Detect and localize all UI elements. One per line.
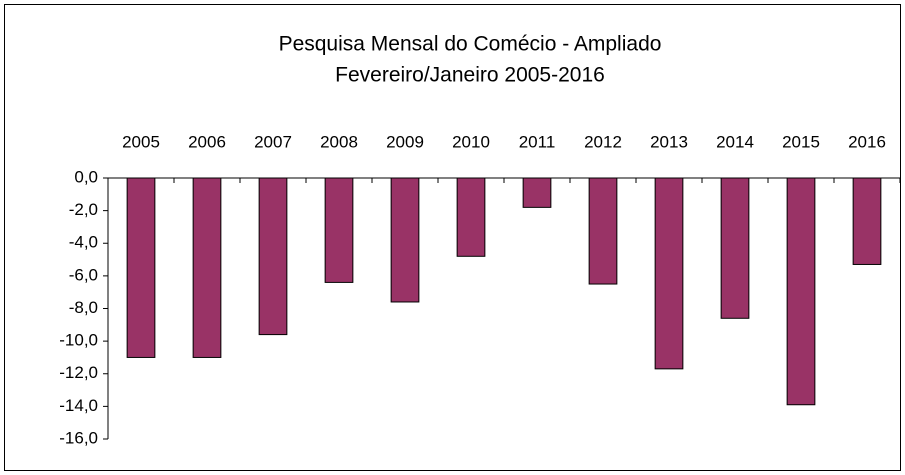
y-tick-label: -2,0 [69,200,98,219]
bar [390,177,420,303]
x-tick-label: 2016 [848,132,886,151]
x-tick-label: 2009 [386,132,424,151]
y-tick-label: -10,0 [59,331,98,350]
x-tick-label: 2012 [584,132,622,151]
x-tick-label: 2007 [254,132,292,151]
y-tick-label: -12,0 [59,363,98,382]
bar [324,177,354,283]
bar [258,177,288,336]
bar [126,177,156,358]
y-tick-label: 0,0 [74,167,98,186]
bar [588,177,618,285]
chart-subtitle: Fevereiro/Janeiro 2005-2016 [335,64,605,87]
bar [852,177,882,265]
bar [654,177,684,370]
x-tick-label: 2006 [188,132,226,151]
x-tick-label: 2014 [716,132,754,151]
bar [786,177,816,406]
x-tick-label: 2010 [452,132,490,151]
x-tick-label: 2008 [320,132,358,151]
bar [456,177,486,257]
y-tick-label: -8,0 [69,298,98,317]
bar [720,177,750,319]
x-tick-label: 2013 [650,132,688,151]
y-tick-label: -16,0 [59,428,98,447]
bar [522,177,552,208]
x-tick-label: 2005 [122,132,160,151]
y-tick-label: -4,0 [69,233,98,252]
y-tick-label: -6,0 [69,265,98,284]
x-tick-label: 2015 [782,132,820,151]
y-tick-label: -14,0 [59,396,98,415]
chart-title: Pesquisa Mensal do Comécio - Ampliado [279,33,662,56]
bar [192,177,222,358]
x-tick-label: 2011 [519,132,556,151]
